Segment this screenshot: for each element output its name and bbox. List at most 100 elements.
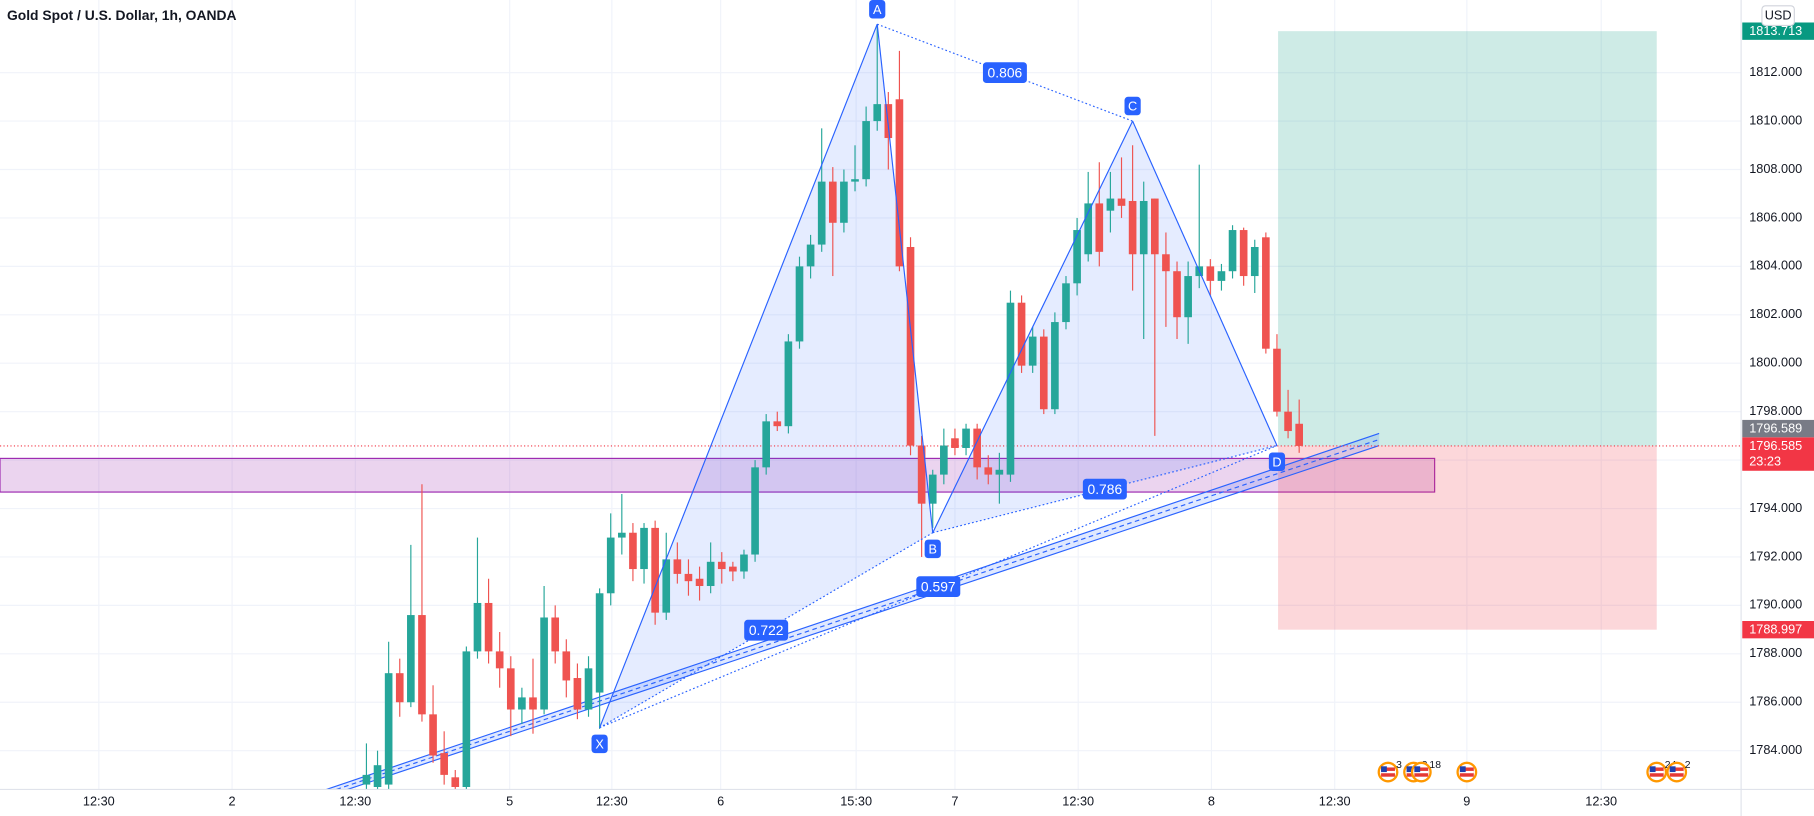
point-label: C (1128, 99, 1137, 114)
candle-body (418, 615, 426, 715)
candle-body (629, 532, 637, 570)
x-tick-label: 5 (506, 793, 513, 808)
event-flag (1406, 766, 1413, 773)
candle-body (773, 421, 782, 427)
y-tick-label: 1786.000 (1749, 694, 1802, 709)
x-tick-label: 6 (717, 793, 724, 808)
x-tick-label: 9 (1463, 793, 1470, 808)
target-box (1278, 31, 1657, 446)
x-tick-label: 2 (229, 793, 236, 808)
candle-body (695, 578, 704, 587)
chart-title: Gold Spot / U.S. Dollar, 1h, OANDA (7, 7, 237, 23)
candle-body (473, 602, 482, 652)
y-tick-label: 1808.000 (1749, 161, 1802, 176)
candle-body (817, 181, 826, 245)
y-tick-label: 1788.000 (1749, 645, 1802, 660)
y-tick-label: 1812.000 (1749, 64, 1802, 79)
x-tick-label: 7 (951, 793, 958, 808)
ratio-label: 0.806 (988, 64, 1023, 80)
candle-body (1295, 423, 1303, 446)
pattern-line (599, 445, 1278, 729)
countdown-label: 23:23 (1749, 453, 1781, 468)
candle-body (973, 428, 981, 468)
pattern-line (1132, 120, 1278, 446)
candle-body (1262, 237, 1270, 349)
candle-body (573, 678, 582, 710)
price-tag-label: 1813.713 (1749, 23, 1802, 38)
candle-body (373, 765, 382, 787)
candle-body (873, 104, 882, 122)
pattern-line (932, 444, 1278, 534)
candle-body (684, 573, 693, 582)
candle-body (362, 774, 371, 785)
point-label: X (595, 736, 604, 751)
candle-body (518, 697, 526, 710)
event-flag (1459, 766, 1466, 773)
point-marker (1268, 452, 1286, 471)
event-flag (1414, 766, 1421, 773)
candle-body (429, 714, 437, 756)
candle-body (984, 467, 993, 475)
ratio-box (916, 576, 961, 598)
event-flag (1381, 766, 1387, 773)
candle-body (606, 537, 615, 594)
candle-body (440, 753, 448, 775)
candle-body (1139, 200, 1148, 255)
currency-label[interactable]: USD (1765, 8, 1792, 23)
candle-body (940, 445, 948, 475)
candle-body (740, 554, 748, 572)
event-flag (1414, 770, 1429, 774)
candle-body (995, 469, 1004, 475)
candle-body (1073, 230, 1081, 284)
price-tag-label: 1788.997 (1749, 622, 1802, 637)
candle-body (1106, 198, 1115, 211)
event-flag (1649, 770, 1664, 774)
channel-line (326, 432, 1380, 790)
candle-body (951, 438, 959, 448)
candle-body (895, 99, 904, 267)
candle-body (1006, 302, 1015, 475)
channel-line (336, 438, 1380, 790)
event-flag (1649, 766, 1656, 773)
candle-body (662, 559, 671, 613)
price-tag-label: 1796.589 (1749, 421, 1802, 436)
candle-body (806, 244, 815, 267)
candle-body (1228, 230, 1237, 272)
candle-body (395, 673, 404, 703)
candle-body (1273, 348, 1281, 412)
x-tick-label: 8 (1208, 793, 1215, 808)
x-tick-label: 12:30 (83, 793, 115, 808)
candle-body (1284, 411, 1292, 432)
currency-box[interactable] (1761, 5, 1795, 27)
candle-body (584, 668, 593, 710)
candle-body (840, 181, 848, 223)
y-tick-label: 1802.000 (1749, 306, 1802, 321)
ratio-label: 0.722 (749, 622, 784, 638)
candle-body (529, 697, 537, 710)
candle-body (1051, 322, 1059, 410)
channel-line (347, 445, 1380, 790)
point-marker (869, 0, 886, 19)
candle-body (407, 615, 415, 703)
y-tick-label: 1810.000 (1749, 112, 1802, 127)
y-tick-label: 1784.000 (1749, 742, 1802, 757)
event-badge: 18 (1429, 760, 1441, 771)
x-tick-label: 15:30 (840, 793, 872, 808)
pattern-line (599, 24, 878, 728)
candle-body (706, 561, 715, 587)
candle-body (1117, 198, 1126, 206)
candle-body (1250, 246, 1259, 277)
candle-body (1039, 336, 1048, 410)
price-tag (1742, 22, 1814, 40)
candle-body (828, 181, 837, 223)
candle-body (1217, 271, 1226, 281)
candle-body (1206, 266, 1215, 281)
candle-body (451, 777, 460, 787)
y-tick-label: 1804.000 (1749, 258, 1802, 273)
candle-body (640, 527, 648, 570)
plot-area (0, 23, 1742, 790)
candle-body (506, 668, 515, 710)
